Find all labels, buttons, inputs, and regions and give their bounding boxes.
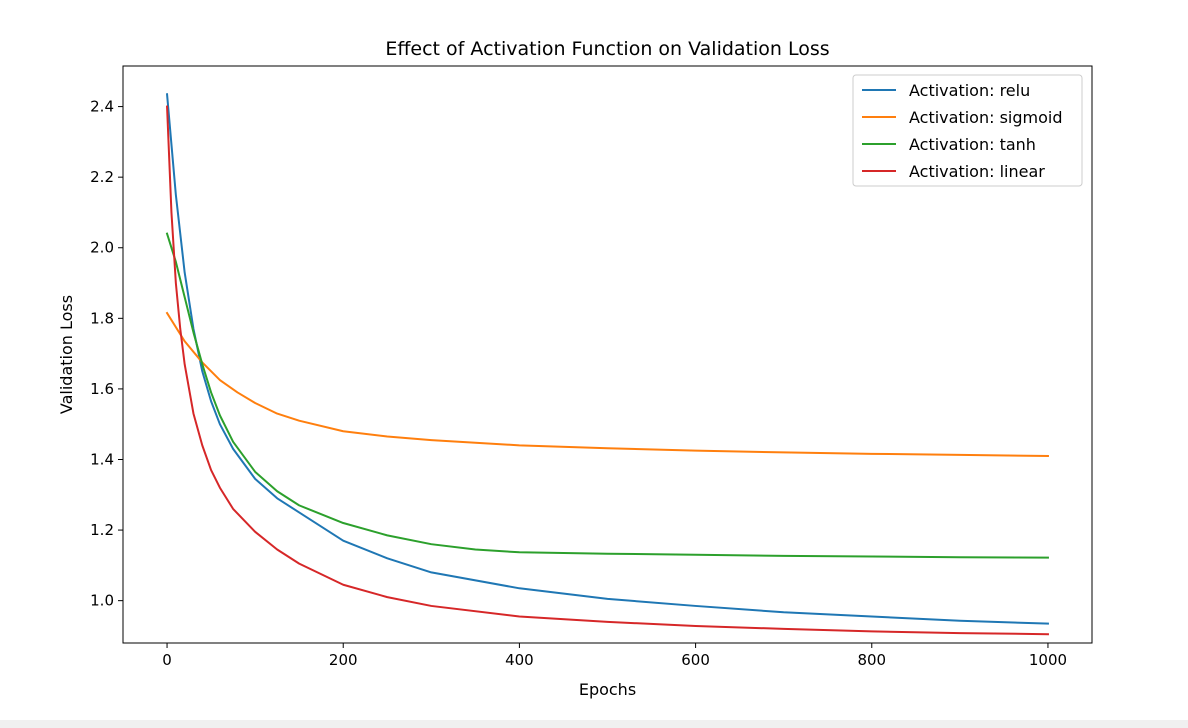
x-tick-label: 600: [681, 651, 710, 669]
series-line-1: [165, 311, 1049, 457]
chart-title: Effect of Activation Function on Validat…: [385, 38, 829, 60]
x-tick-label: 400: [505, 651, 534, 669]
series-line-3: [166, 105, 1049, 636]
bottom-strip: [0, 720, 1188, 728]
x-tick-label: 200: [329, 651, 358, 669]
y-tick-label: 2.4: [90, 98, 114, 116]
y-axis-ticks: 1.0 1.2 1.4 1.6 1.8 2.0 2.2 2.4: [90, 98, 123, 610]
plot-lines: [165, 93, 1049, 636]
legend-label-2: Activation: tanh: [909, 135, 1036, 154]
y-tick-label: 1.4: [90, 450, 114, 468]
y-tick-label: 2.0: [90, 239, 114, 257]
legend-frame: [852, 74, 1083, 187]
x-tick-label: 1000: [1029, 651, 1067, 669]
y-tick-label: 1.6: [90, 380, 114, 398]
y-tick-label: 1.0: [90, 592, 114, 610]
y-axis-label: Validation Loss: [57, 295, 76, 414]
y-tick-label: 1.8: [90, 309, 114, 327]
y-tick-label: 1.2: [90, 521, 114, 539]
legend-label-3: Activation: linear: [909, 162, 1045, 181]
axes-frame: [122, 65, 1093, 644]
x-axis-label: Epochs: [579, 680, 636, 699]
legend-label-1: Activation: sigmoid: [909, 108, 1063, 127]
y-tick-label: 2.2: [90, 168, 114, 186]
x-axis-ticks: 0 200 400 600 800 1000: [162, 643, 1067, 669]
x-tick-label: 800: [857, 651, 886, 669]
series-line-2: [165, 232, 1049, 559]
legend-label-0: Activation: relu: [909, 81, 1030, 100]
x-tick-label: 0: [162, 651, 172, 669]
legend: Activation: relu Activation: sigmoid Activ…: [852, 74, 1083, 187]
